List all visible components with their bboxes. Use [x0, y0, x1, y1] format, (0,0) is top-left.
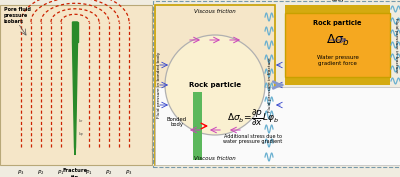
Text: Rock particle: Rock particle: [189, 82, 241, 88]
Bar: [285, 77, 390, 85]
Text: $\Delta\sigma_b$: $\Delta\sigma_b$: [326, 32, 349, 48]
Text: tip: tip: [71, 175, 79, 177]
Text: gradient force: gradient force: [318, 61, 357, 67]
Text: Fluid pressure in bonded body: Fluid pressure in bonded body: [157, 52, 161, 118]
Text: Fluid pressure in fracture: Fluid pressure in fracture: [394, 18, 398, 72]
Text: $P_1$: $P_1$: [57, 168, 65, 177]
Text: Bonded
body: Bonded body: [167, 117, 187, 127]
Circle shape: [165, 35, 265, 135]
Text: $P_3$: $P_3$: [125, 168, 133, 177]
Bar: [153, 1, 400, 167]
Text: $\Delta\sigma_b\!=\!\dfrac{\partial p}{\partial x}L\varphi_b$: $\Delta\sigma_b\!=\!\dfrac{\partial p}{\…: [227, 108, 279, 128]
Text: water pressure gradient: water pressure gradient: [223, 139, 283, 144]
Text: Water pressure: Water pressure: [316, 55, 358, 59]
Bar: [285, 13, 390, 77]
Text: $P_1$: $P_1$: [85, 168, 93, 177]
Text: Pore fluid
pressure
isobars: Pore fluid pressure isobars: [4, 7, 31, 24]
Text: $P_2$: $P_2$: [105, 168, 113, 177]
Bar: [193, 92, 202, 160]
Text: Fracture: Fracture: [62, 168, 88, 173]
Text: Viscous friction: Viscous friction: [194, 9, 236, 14]
Bar: [0, 5, 152, 165]
Text: Bonded
body: Bonded body: [328, 0, 348, 2]
Bar: [285, 5, 390, 13]
Bar: [155, 87, 400, 165]
Bar: [155, 5, 275, 165]
Text: Additional stress due to: Additional stress due to: [224, 133, 282, 138]
Text: Fluid pressure in fracture: Fluid pressure in fracture: [268, 58, 272, 112]
Text: Rock particle: Rock particle: [313, 20, 362, 26]
Text: Viscous friction: Viscous friction: [194, 156, 236, 161]
Text: $P_3$: $P_3$: [17, 168, 25, 177]
Polygon shape: [72, 22, 78, 42]
Text: $l_{cp}$: $l_{cp}$: [78, 130, 84, 139]
Text: $l_{cr}$: $l_{cr}$: [78, 117, 84, 125]
Text: $P_2$: $P_2$: [37, 168, 45, 177]
Polygon shape: [72, 22, 78, 155]
